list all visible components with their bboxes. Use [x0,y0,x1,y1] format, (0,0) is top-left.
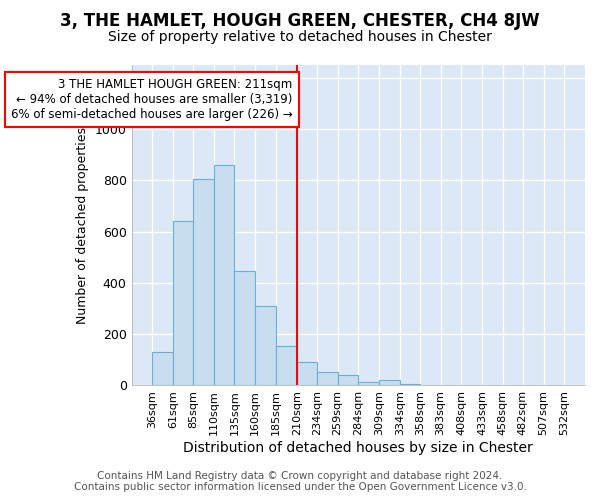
Bar [152,352,173,386]
Bar [214,165,235,386]
Bar [338,375,358,386]
Text: Size of property relative to detached houses in Chester: Size of property relative to detached ho… [108,30,492,44]
Bar [297,362,317,386]
Bar [317,372,338,386]
Bar [276,346,297,386]
Bar [173,222,193,386]
X-axis label: Distribution of detached houses by size in Chester: Distribution of detached houses by size … [184,441,533,455]
Bar [440,385,461,386]
Text: 3 THE HAMLET HOUGH GREEN: 211sqm
← 94% of detached houses are smaller (3,319)
6%: 3 THE HAMLET HOUGH GREEN: 211sqm ← 94% o… [11,78,293,121]
Bar [400,384,420,386]
Bar [235,272,255,386]
Y-axis label: Number of detached properties: Number of detached properties [76,126,89,324]
Bar [358,382,379,386]
Bar [420,384,440,386]
Text: Contains HM Land Registry data © Crown copyright and database right 2024.
Contai: Contains HM Land Registry data © Crown c… [74,471,526,492]
Text: 3, THE HAMLET, HOUGH GREEN, CHESTER, CH4 8JW: 3, THE HAMLET, HOUGH GREEN, CHESTER, CH4… [60,12,540,30]
Bar [379,380,400,386]
Bar [193,179,214,386]
Bar [255,306,276,386]
